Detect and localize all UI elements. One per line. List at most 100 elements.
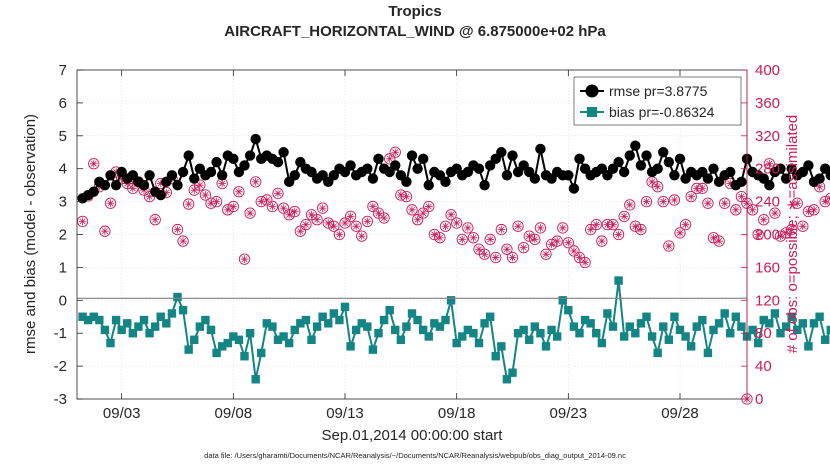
obs-point — [367, 200, 379, 213]
obs-series — [76, 146, 830, 405]
obs-possible-marker — [311, 214, 323, 226]
bias-point — [647, 332, 657, 341]
bias-point — [279, 332, 288, 341]
obs-assimilated-marker — [531, 236, 538, 243]
obs-possible-marker — [389, 146, 401, 158]
bias-point — [608, 322, 618, 331]
obs-assimilated-marker — [492, 254, 499, 261]
obs-point — [579, 256, 591, 269]
legend: rmse pr=3.8775 bias pr=-0.86324 — [573, 76, 742, 126]
bias-point — [273, 335, 283, 344]
obs-assimilated-marker — [375, 210, 382, 217]
obs-possible-marker — [490, 251, 502, 264]
rmse-point — [138, 179, 150, 191]
obs-assimilated-marker — [760, 216, 767, 223]
x-tick-label: 09/08 — [215, 405, 253, 422]
obs-point — [501, 243, 513, 255]
obs-possible-marker — [356, 230, 368, 242]
bias-point — [340, 302, 350, 312]
rmse-point — [211, 156, 222, 168]
bias-point — [83, 315, 93, 325]
obs-possible-marker — [679, 218, 692, 231]
obs-possible-marker — [663, 240, 675, 252]
obs-possible-marker — [177, 235, 189, 247]
obs-point — [763, 158, 775, 170]
obs-point — [300, 218, 312, 231]
obs-assimilated-marker — [766, 160, 773, 167]
bias-point — [681, 332, 690, 341]
bias-point — [217, 342, 227, 351]
obs-assimilated-marker — [431, 231, 438, 238]
rmse-point — [535, 143, 546, 155]
rmse-point — [630, 140, 641, 151]
obs-assimilated-marker — [230, 203, 237, 210]
obs-assimilated-marker — [269, 203, 276, 210]
obs-point — [171, 223, 184, 236]
obs-assimilated-marker — [710, 234, 717, 241]
rmse-point — [105, 170, 116, 181]
rmse-point — [780, 173, 792, 184]
bias-point — [89, 312, 98, 321]
rmse-point — [825, 170, 830, 181]
rmse-point — [635, 160, 647, 171]
obs-point — [769, 207, 781, 219]
obs-point — [250, 176, 262, 188]
bias-point — [575, 329, 584, 338]
obs-assimilated-marker — [576, 254, 583, 261]
bias-point — [776, 329, 785, 338]
obs-assimilated-marker — [302, 221, 309, 228]
rmse-point — [563, 170, 574, 181]
obs-point — [735, 191, 748, 203]
bias-point — [597, 338, 607, 348]
obs-possible-marker — [333, 228, 346, 241]
bias-point — [346, 342, 355, 351]
obs-assimilated-marker — [582, 259, 589, 266]
obs-possible-marker — [568, 245, 580, 257]
obs-possible-marker — [266, 200, 279, 213]
obs-point — [456, 233, 468, 246]
obs-assimilated-marker — [414, 216, 421, 223]
bias-point — [664, 335, 674, 344]
obs-point — [149, 214, 161, 226]
obs-point — [439, 220, 452, 232]
bias-point — [100, 325, 110, 335]
bias-point — [167, 309, 177, 318]
obs-point — [484, 233, 496, 246]
obs-point — [719, 197, 731, 209]
rmse-point — [88, 186, 99, 197]
rmse-point — [624, 150, 635, 161]
obs-possible-marker — [261, 194, 273, 206]
rmse-point — [663, 156, 675, 168]
obs-point — [205, 197, 217, 209]
bias-point — [284, 338, 294, 348]
bias-point — [463, 325, 473, 335]
y-tick-label-left: 1 — [59, 259, 67, 276]
y-tick-label-right: 360 — [755, 95, 780, 112]
bias-point — [446, 296, 456, 305]
bias-point — [709, 325, 718, 335]
y-tick-label-left: 3 — [59, 194, 67, 211]
obs-assimilated-marker — [637, 226, 644, 233]
obs-assimilated-marker — [598, 238, 605, 245]
bias-point — [552, 332, 562, 341]
bias-point — [234, 335, 244, 344]
chart-title-line2: AIRCRAFT_HORIZONTAL_WIND @ 6.875000e+02 … — [224, 23, 606, 40]
bias-point — [324, 319, 333, 328]
bias-point — [519, 325, 528, 335]
obs-point — [378, 212, 390, 224]
rmse-point — [244, 150, 256, 161]
obs-assimilated-marker — [185, 201, 192, 208]
bias-point — [117, 325, 126, 335]
obs-possible-marker — [529, 233, 541, 246]
obs-assimilated-marker — [448, 211, 455, 218]
legend-rmse-label: rmse pr=3.8775 — [609, 83, 708, 99]
obs-possible-marker — [551, 235, 563, 247]
obs-assimilated-marker — [660, 198, 667, 205]
obs-possible-marker — [518, 242, 530, 254]
obs-point — [640, 195, 653, 208]
obs-assimilated-marker — [777, 233, 784, 240]
obs-assimilated-marker — [621, 213, 628, 220]
bias-point — [150, 322, 160, 331]
obs-point — [607, 218, 619, 231]
rmse-point — [574, 153, 585, 165]
